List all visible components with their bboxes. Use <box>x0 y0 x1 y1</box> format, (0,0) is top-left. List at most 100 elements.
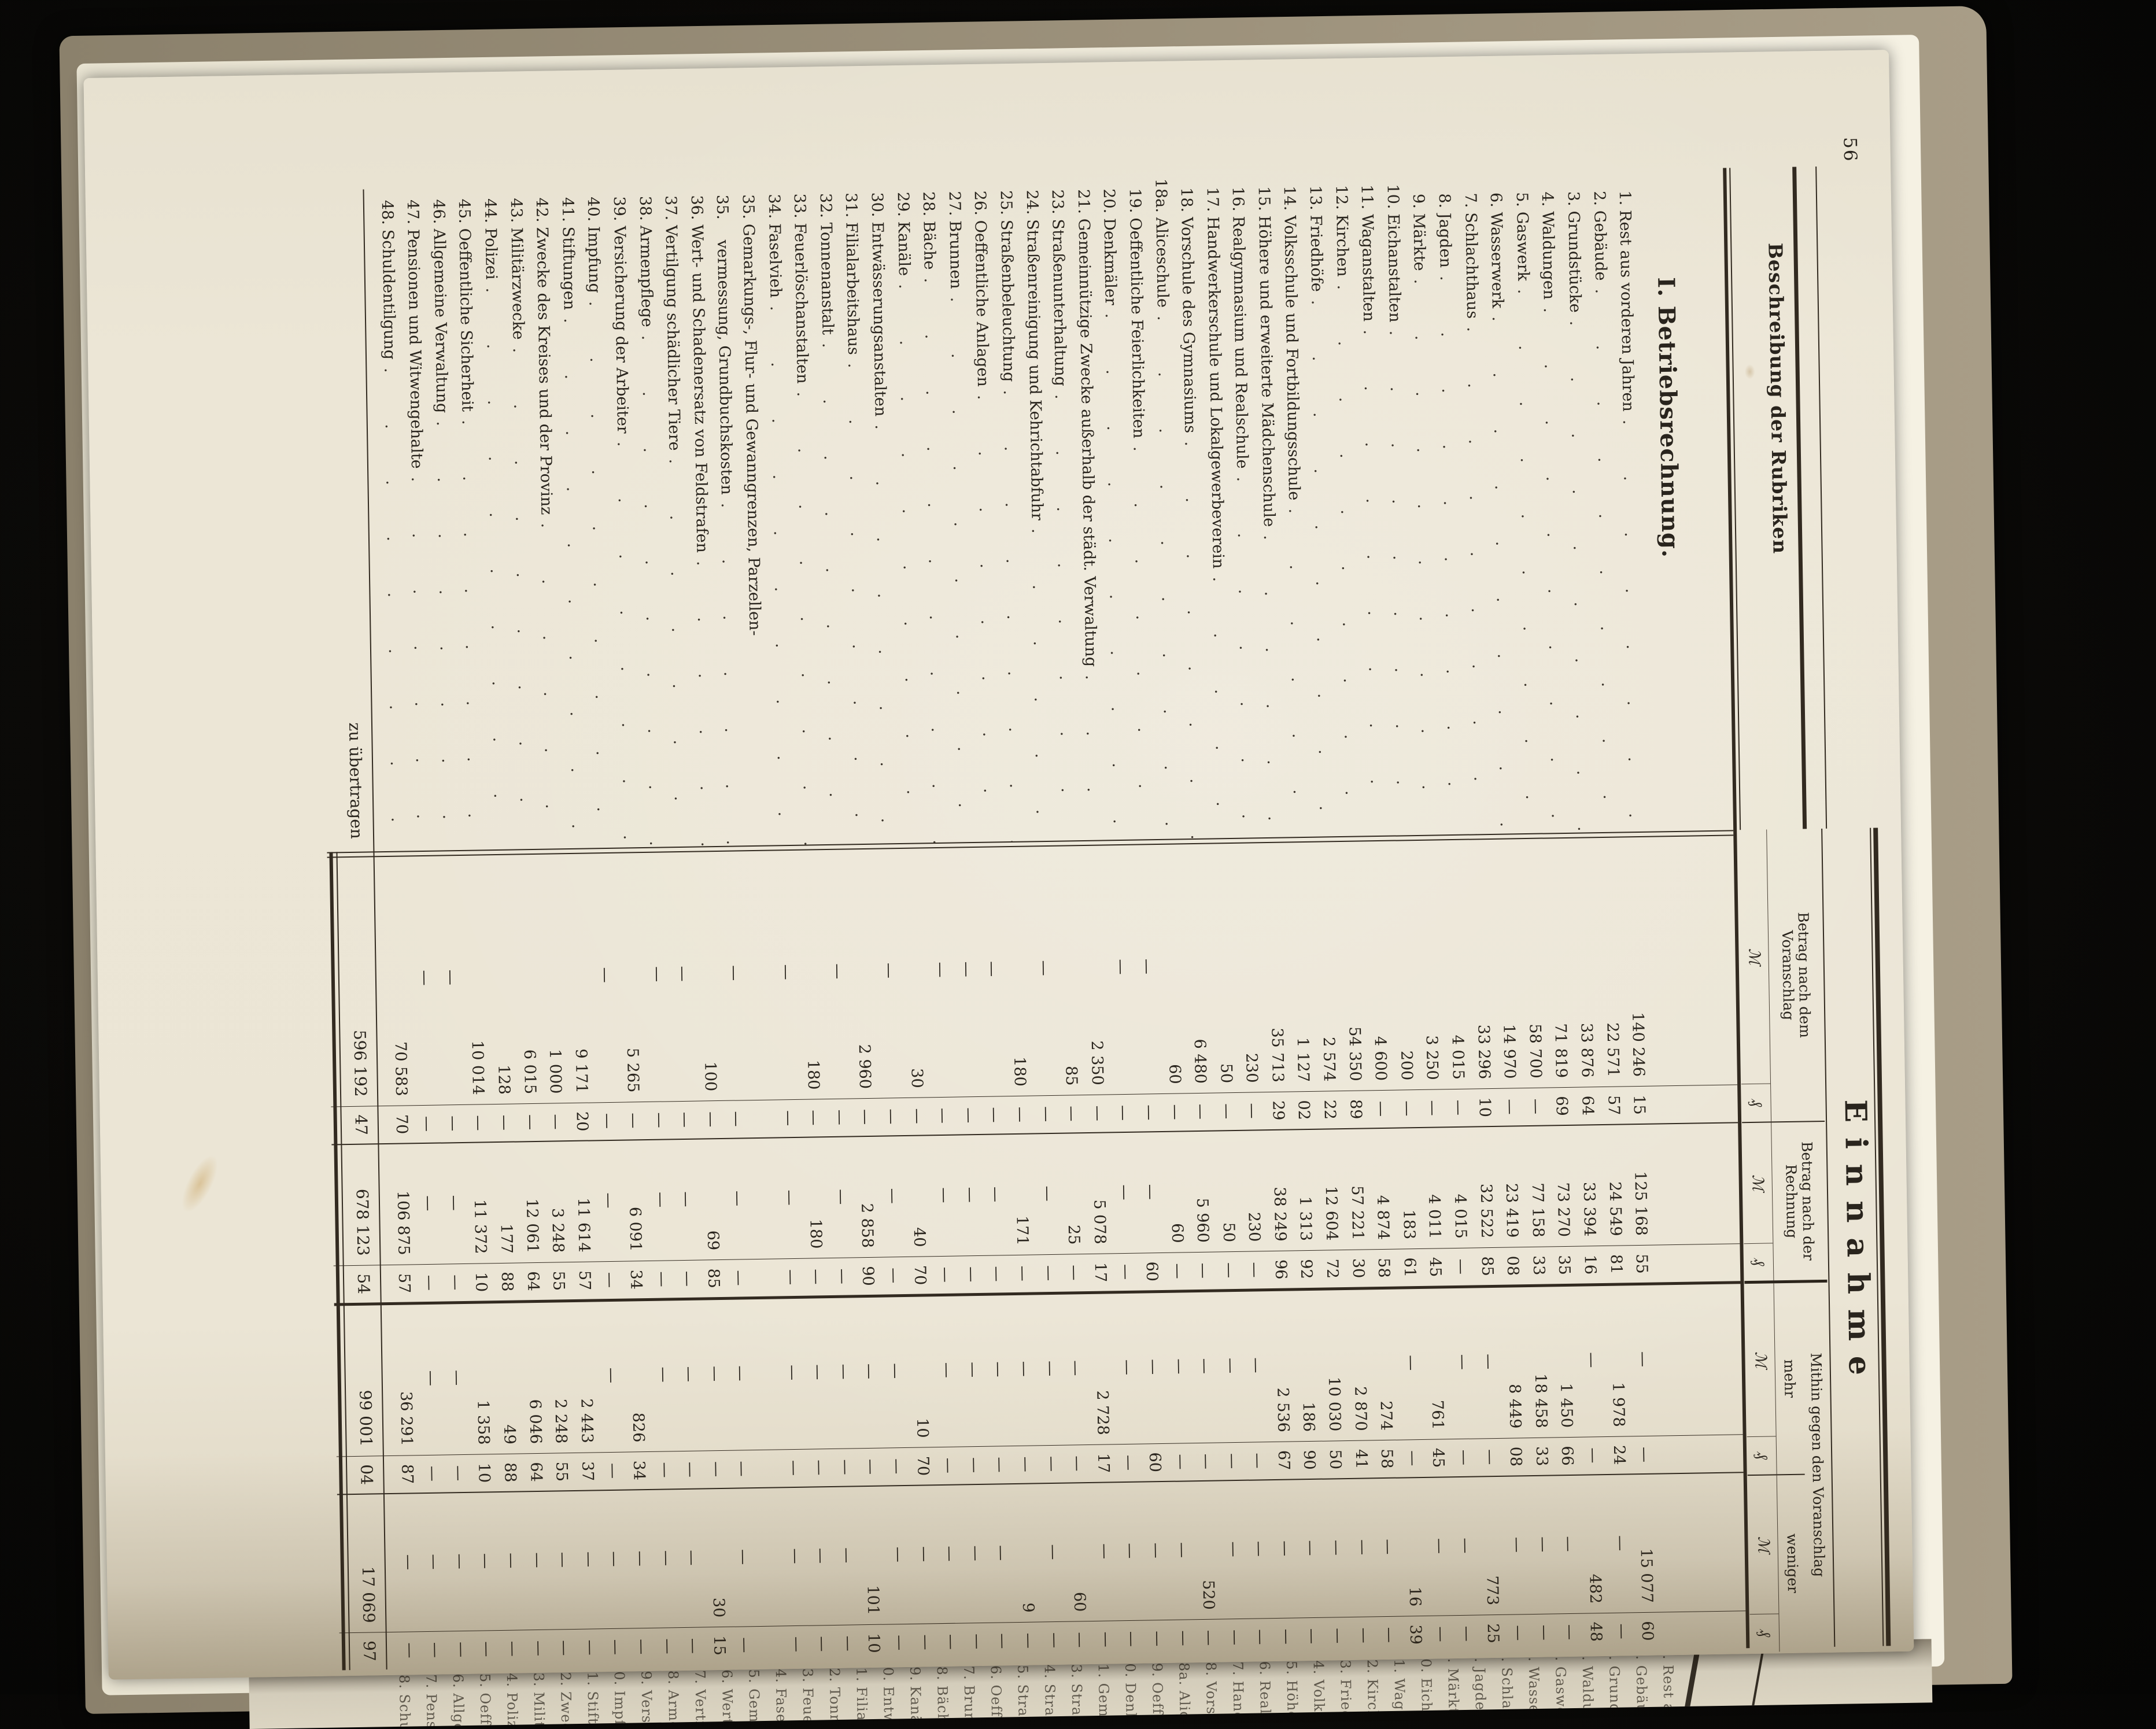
cell-mark: 15 077 <box>1637 1548 1656 1604</box>
cell-mark: — <box>648 966 666 982</box>
cell-pfennig: — <box>652 1271 671 1287</box>
cell-mark: — <box>780 1189 799 1206</box>
cell-pfennig: — <box>1403 1450 1422 1466</box>
cell-mark: — <box>654 1366 673 1383</box>
dot-leader: . . . . . . . . . . . . . . . . . . . . … <box>1209 577 1231 838</box>
row-label-text: Stiftungen <box>559 226 578 311</box>
dot-leader: . . . . . . . . . . . . . . . . . . . . … <box>1566 320 1592 832</box>
cell-pfennig: — <box>1197 1453 1216 1470</box>
row-label-text: Schuldentilgung <box>378 229 398 360</box>
row-number: 9. <box>1409 193 1428 209</box>
dot-leader: . . . . . . . . . . . . . . . . . . . . … <box>793 391 818 844</box>
cell-pfennig: — <box>1123 1631 1141 1647</box>
cell-pfennig: 37 <box>578 1461 597 1482</box>
cell-mark: — <box>937 1362 957 1379</box>
cell-mark: — <box>1634 1351 1652 1368</box>
dot-leader: . . . . . . . . . . . . . . . . . . . . … <box>1000 390 1025 841</box>
cell-mark: — <box>963 1361 982 1378</box>
cell-mark: — <box>1147 1542 1165 1558</box>
cell-mark: — <box>1534 1536 1552 1553</box>
cell-pfennig: 34 <box>626 1269 645 1290</box>
cell-mark: — <box>441 969 460 985</box>
cell-pfennig: — <box>1045 1632 1064 1649</box>
cell-mark: 6 091 <box>626 1206 645 1252</box>
mark-symbol: ℳ <box>1754 1536 1773 1554</box>
row-number: 42. <box>532 197 551 223</box>
cell-pfennig: 17 <box>1091 1262 1110 1283</box>
cell-pfennig: — <box>807 1269 826 1285</box>
row-label-text: Gebäude <box>1590 210 1609 281</box>
cell-mark: — <box>1224 1541 1243 1557</box>
cell-mark: — <box>673 966 692 982</box>
cell-mark: — <box>837 1547 856 1564</box>
cell-pfennig: — <box>813 1636 832 1652</box>
cell-pfennig: 34 <box>630 1460 648 1481</box>
cell-mark: 6 480 <box>1190 1039 1210 1084</box>
row-label-text: Impfung <box>584 226 604 294</box>
row-number: 4. <box>1538 191 1557 207</box>
col-group-difference: Mithin gegen den Voranschlag mehr ℳ ₰ we… <box>1744 1279 1833 1653</box>
cell-mark: — <box>783 1364 802 1381</box>
cell-pfennig: — <box>1217 1103 1236 1120</box>
cell-pfennig: 88 <box>497 1271 516 1292</box>
dot-leader: . . . . . . . . . . . . . . . . . . . . … <box>1051 394 1076 841</box>
cell-pfennig: — <box>933 1107 953 1124</box>
cell-mark: — <box>1169 1358 1188 1375</box>
row-label-text: Feuerlöschanstalten <box>791 223 812 384</box>
row-label-text: Waganstalten <box>1358 213 1378 322</box>
row-number: 7. <box>1461 193 1479 208</box>
paper-stain <box>174 1150 226 1218</box>
cell-pfennig: — <box>1220 1262 1238 1279</box>
cell-mark: 4 874 <box>1374 1195 1393 1240</box>
cell-pfennig: 48 <box>1586 1621 1605 1642</box>
cell-mark: 32 522 <box>1476 1183 1496 1239</box>
cell-pfennig: — <box>804 1110 824 1126</box>
cell-pfennig: — <box>1303 1628 1321 1645</box>
dot-leader: . . . . . . . . . . . . . . . . . . . . … <box>381 368 406 851</box>
cell-pfennig: — <box>787 1636 806 1653</box>
cell-mark: — <box>835 1364 853 1380</box>
cell-pfennig: 08 <box>1503 1255 1522 1276</box>
cell-mark: 186 <box>1299 1402 1318 1432</box>
row-label-text: Vorschule des Gymnasiums <box>1177 216 1199 434</box>
row-number: 37. <box>661 195 680 221</box>
cell-mark: — <box>596 967 615 983</box>
cell-pfennig: 64 <box>526 1462 545 1482</box>
row-number: 31. <box>842 193 861 218</box>
cell-mark: 23 419 <box>1502 1183 1522 1238</box>
col-group-voranschlag: Betrag nach dem Voranschlag ℳ ₰ <box>1737 829 1825 1122</box>
cell-mark: 35 713 <box>1268 1028 1287 1083</box>
row-label-text: Gemeinnützige Zwecke außerhalb der städt… <box>1075 218 1100 667</box>
row-label-text: Entwässerungsanstalten <box>868 221 889 417</box>
dot-leader: . . . . . . . . . . . . . . . . . . . . … <box>1286 508 1309 837</box>
cell-pfennig: — <box>1117 1264 1135 1280</box>
cell-mark: 678 123 <box>352 1188 373 1256</box>
row-number: 13. <box>1306 185 1325 210</box>
cell-pfennig: — <box>916 1634 935 1650</box>
row-number: 16. <box>1228 186 1247 212</box>
row-label-text: Jagden <box>1435 212 1454 268</box>
cell-mark: — <box>399 1554 418 1571</box>
cell-pfennig: — <box>1171 1454 1190 1470</box>
row-label-text: Tonnenanstalt <box>817 222 837 335</box>
cell-pfennig: — <box>470 1115 488 1131</box>
cell-mark: 33 394 <box>1579 1181 1599 1237</box>
cell-mark: — <box>889 1546 907 1562</box>
cell-pfennig: — <box>856 1109 875 1125</box>
cell-pfennig: — <box>1432 1626 1450 1642</box>
cell-mark: — <box>992 1545 1011 1561</box>
row-number: 24. <box>1022 190 1041 215</box>
table-rows: 1. Rest aus vorderen Jahren . . . . . . . … <box>374 169 1660 1669</box>
cell-pfennig: 39 <box>1406 1624 1425 1645</box>
row-number: 41. <box>558 197 577 223</box>
cell-mark: 12 061 <box>522 1198 542 1254</box>
cell-mark: — <box>983 960 1002 977</box>
cell-mark: — <box>1582 1352 1601 1368</box>
cell-mark: — <box>424 1554 444 1570</box>
cell-mark: — <box>528 1552 547 1568</box>
cell-mark: — <box>502 1552 521 1569</box>
cell-pfennig: — <box>1011 1106 1029 1123</box>
cell-pfennig: 69 <box>1552 1096 1571 1117</box>
cell-mark: — <box>553 1551 573 1568</box>
row-number: 28. <box>919 191 938 217</box>
